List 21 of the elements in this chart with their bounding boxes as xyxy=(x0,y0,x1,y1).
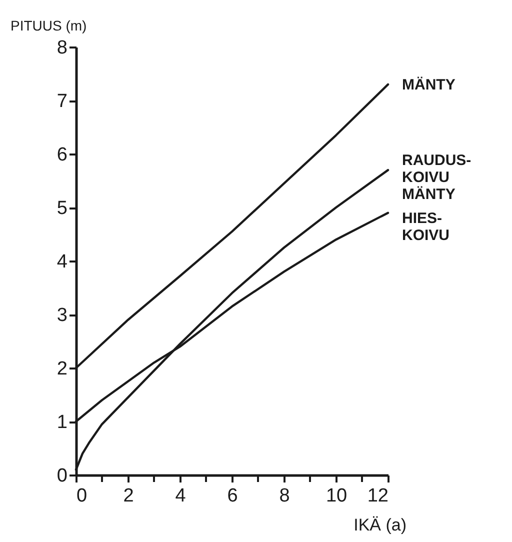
x-tick-label: 6 xyxy=(227,486,238,506)
y-axis-title: PITUUS (m) xyxy=(10,18,87,34)
x-tick-label: 0 xyxy=(76,486,88,506)
y-tick-label: 3 xyxy=(56,305,68,326)
series-label: HIES- KOIVU xyxy=(402,210,450,244)
y-tick-label: 8 xyxy=(56,38,68,58)
x-tick-label: 10 xyxy=(326,486,348,506)
y-tick-label: 2 xyxy=(56,358,68,380)
y-tick-label: 6 xyxy=(56,144,68,166)
x-axis-title: IKÄ (a) xyxy=(354,516,406,534)
y-tick-label: 4 xyxy=(56,252,68,272)
series-label: RAUDUS- KOIVU MÄNTY xyxy=(402,152,472,204)
series-label: MÄNTY xyxy=(402,76,456,94)
y-tick-label: 7 xyxy=(56,91,68,112)
x-tick-label: 4 xyxy=(175,486,186,506)
x-tick-label: 12 xyxy=(367,486,388,506)
y-tick-label: 1 xyxy=(56,412,68,433)
y-tick-label: 0 xyxy=(56,466,68,486)
x-tick-label: 8 xyxy=(279,486,290,506)
x-tick-label: 2 xyxy=(123,486,134,506)
y-tick-label: 5 xyxy=(56,198,68,219)
